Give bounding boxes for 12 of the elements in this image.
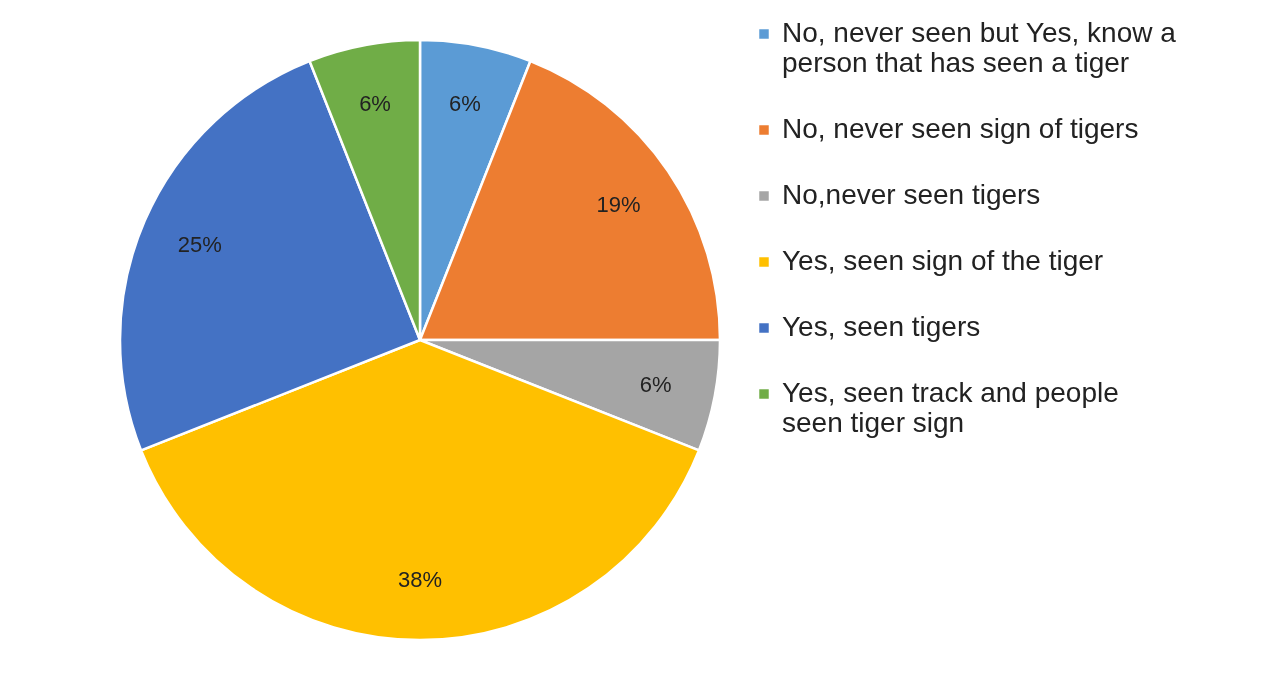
data-label: 6%	[359, 91, 391, 117]
legend-label: No,never seen tigers	[782, 179, 1041, 210]
legend-label: Yes, seen tigers	[782, 311, 981, 342]
data-label: 38%	[397, 567, 443, 592]
legend-label: No, never seen but Yes, know a person that has seen a tiger	[782, 17, 1177, 78]
data-label: 25%	[177, 231, 222, 257]
legend-label: No, never seen sign of tigers	[782, 113, 1139, 144]
data-label: 6%	[449, 91, 481, 117]
legend-label: Yes, seen track and people seen tiger sign	[782, 377, 1119, 438]
legend-label: Yes, seen sign of the tiger	[782, 245, 1104, 276]
data-label: 19%	[596, 192, 641, 218]
data-label: 6%	[639, 371, 672, 397]
